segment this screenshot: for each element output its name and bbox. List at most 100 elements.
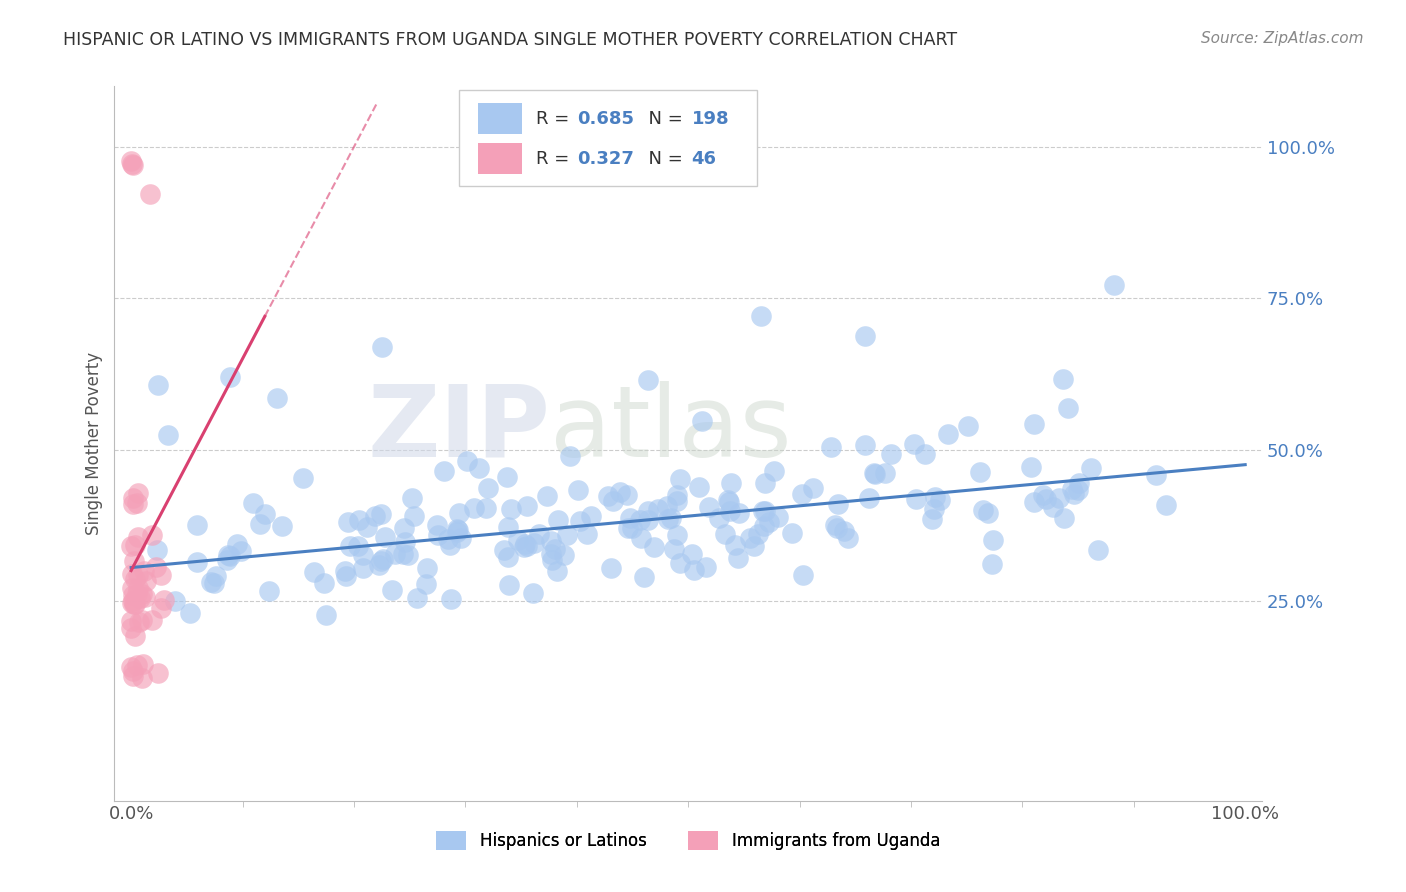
Point [695, 559, 717, 574]
Point [426, 518, 449, 533]
Point [134, 590, 156, 604]
Point [124, 538, 146, 552]
Point [628, 513, 651, 527]
Point [141, 528, 163, 542]
Point [825, 521, 848, 535]
Point [863, 466, 886, 480]
Point [146, 378, 169, 392]
Point [401, 491, 423, 505]
Point [415, 577, 437, 591]
Point [146, 543, 169, 558]
Point [120, 539, 142, 553]
Point [186, 518, 208, 533]
Point [498, 520, 520, 534]
Point [522, 586, 544, 600]
Point [127, 581, 149, 595]
Point [516, 499, 538, 513]
Point [858, 491, 880, 505]
Point [1144, 468, 1167, 483]
Point [373, 552, 395, 566]
Point [569, 514, 592, 528]
Point [617, 521, 640, 535]
Point [547, 513, 569, 527]
Point [824, 518, 846, 533]
Point [337, 515, 360, 529]
Point [129, 591, 152, 606]
Point [666, 488, 689, 502]
Point [546, 564, 568, 578]
Point [204, 576, 226, 591]
Point [122, 669, 145, 683]
Text: atlas: atlas [551, 381, 792, 478]
Point [657, 512, 679, 526]
Point [229, 544, 252, 558]
Point [128, 615, 150, 630]
Text: 0.685: 0.685 [576, 110, 634, 128]
Point [145, 559, 167, 574]
Text: R =: R = [536, 110, 575, 128]
Point [122, 593, 145, 607]
Point [125, 496, 148, 510]
Point [567, 483, 589, 497]
Point [219, 549, 242, 563]
Point [449, 506, 471, 520]
Point [121, 596, 143, 610]
Point [543, 541, 565, 556]
Point [969, 465, 991, 479]
Point [1021, 460, 1043, 475]
Point [335, 569, 357, 583]
Text: N =: N = [637, 150, 688, 168]
Point [720, 475, 742, 490]
Y-axis label: Single Mother Poverty: Single Mother Poverty [86, 352, 103, 535]
Point [540, 547, 562, 561]
Point [972, 502, 994, 516]
Point [669, 556, 692, 570]
Point [541, 552, 564, 566]
Point [392, 547, 415, 561]
Point [682, 563, 704, 577]
Point [450, 531, 472, 545]
Point [837, 532, 859, 546]
Point [914, 447, 936, 461]
Point [853, 438, 876, 452]
Point [312, 575, 335, 590]
Point [498, 578, 520, 592]
Point [122, 664, 145, 678]
Point [127, 658, 149, 673]
Point [474, 500, 496, 515]
Point [609, 485, 631, 500]
Point [523, 536, 546, 550]
Point [747, 527, 769, 541]
Point [499, 502, 522, 516]
Point [659, 511, 682, 525]
Point [669, 472, 692, 486]
Point [820, 441, 842, 455]
Legend: Hispanics or Latinos, Immigrants from Uganda: Hispanics or Latinos, Immigrants from Ug… [430, 824, 946, 856]
Point [149, 568, 172, 582]
Point [780, 526, 803, 541]
FancyBboxPatch shape [458, 90, 756, 186]
Point [217, 549, 239, 563]
Point [456, 453, 478, 467]
Point [1042, 500, 1064, 514]
Point [1063, 487, 1085, 501]
Text: 0.327: 0.327 [576, 150, 634, 168]
Point [688, 480, 710, 494]
Point [922, 501, 945, 516]
Point [981, 533, 1004, 547]
Point [1104, 278, 1126, 293]
Point [121, 567, 143, 582]
Point [373, 530, 395, 544]
Point [621, 521, 644, 535]
Point [1057, 401, 1080, 416]
Point [426, 528, 449, 542]
Point [792, 487, 814, 501]
Point [124, 597, 146, 611]
Point [553, 549, 575, 563]
Point [370, 554, 392, 568]
Point [924, 490, 946, 504]
Point [122, 491, 145, 506]
Point [120, 660, 142, 674]
Point [496, 470, 519, 484]
Text: R =: R = [536, 150, 575, 168]
